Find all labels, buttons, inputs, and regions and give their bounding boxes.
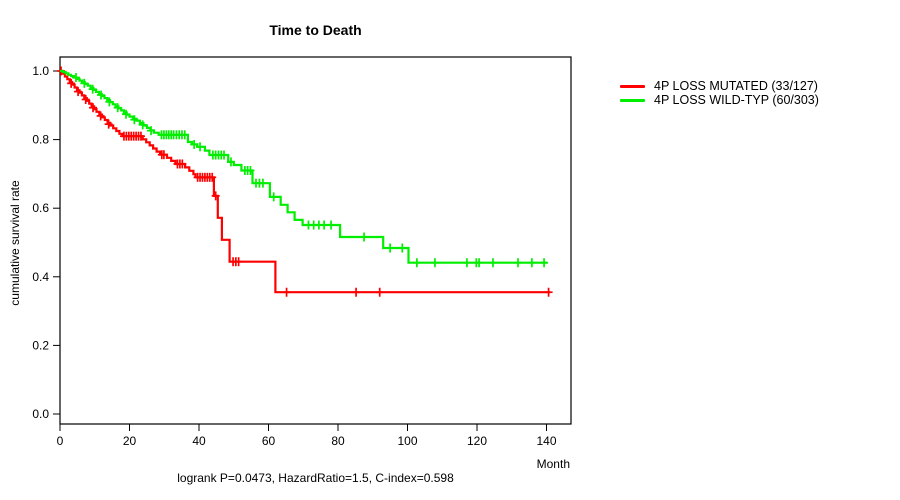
svg-text:1.0: 1.0 [32, 64, 49, 78]
svg-text:120: 120 [467, 434, 487, 448]
footer-stats: logrank P=0.0473, HazardRatio=1.5, C-ind… [177, 471, 454, 485]
x-axis-label: Month [536, 457, 570, 471]
chart-title: Time to Death [269, 22, 362, 38]
svg-text:140: 140 [536, 434, 556, 448]
svg-text:0.8: 0.8 [32, 133, 49, 147]
svg-text:100: 100 [397, 434, 417, 448]
legend-label-wildtype: 4P LOSS WILD-TYP (60/303) [654, 93, 819, 107]
svg-text:80: 80 [331, 434, 345, 448]
svg-text:0: 0 [57, 434, 64, 448]
legend: 4P LOSS MUTATED (33/127) 4P LOSS WILD-TY… [620, 79, 819, 107]
svg-text:60: 60 [262, 434, 276, 448]
y-axis-label: cumulative survival rate [8, 180, 22, 306]
legend-item-mutated: 4P LOSS MUTATED (33/127) [620, 79, 819, 93]
svg-text:0.0: 0.0 [32, 407, 49, 421]
legend-item-wildtype: 4P LOSS WILD-TYP (60/303) [620, 93, 819, 107]
legend-line-swatch-green [620, 98, 645, 102]
legend-label-mutated: 4P LOSS MUTATED (33/127) [654, 79, 818, 93]
svg-text:0.2: 0.2 [32, 338, 49, 352]
legend-line-swatch-red [620, 84, 645, 88]
svg-text:0.6: 0.6 [32, 201, 49, 215]
svg-text:40: 40 [192, 434, 206, 448]
svg-text:0.4: 0.4 [32, 270, 49, 284]
svg-text:20: 20 [123, 434, 137, 448]
